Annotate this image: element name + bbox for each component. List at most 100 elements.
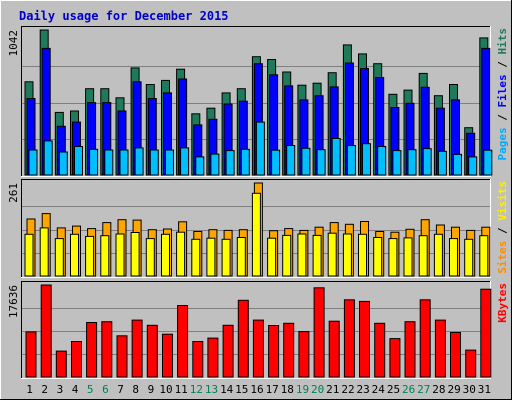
bar-kbytes-day-11 [177, 305, 189, 378]
bar-pages-day-7 [119, 149, 129, 176]
x-tick-label: 17 [266, 383, 279, 396]
bar-sites-day-14 [221, 238, 231, 277]
legend-part: Sites [496, 241, 509, 274]
legend-part: Visits [496, 181, 509, 221]
x-tick-label: 23 [356, 383, 369, 396]
bar-sites-day-30 [464, 238, 474, 277]
x-tick-label: 21 [326, 383, 339, 396]
bar-kbytes-day-28 [434, 319, 446, 378]
bar-sites-day-7 [115, 233, 125, 277]
x-tick-label: 25 [387, 383, 400, 396]
x-tick-label: 12 [190, 383, 203, 396]
x-tick-label: 2 [41, 383, 48, 396]
panel-legend: KBytes [496, 283, 509, 323]
x-tick-label: 24 [372, 383, 386, 396]
bar-sites-day-2 [39, 227, 49, 277]
bar-pages-day-23 [362, 143, 371, 176]
x-tick-label: 9 [148, 383, 155, 396]
bar-kbytes-day-27 [419, 299, 431, 378]
bar-kbytes-day-29 [450, 332, 461, 378]
bar-sites-day-20 [312, 234, 322, 277]
bar-kbytes-day-18 [283, 322, 295, 378]
bar-kbytes-day-6 [101, 321, 113, 378]
panel-max-label: 17636 [7, 285, 20, 318]
bar-kbytes-day-4 [71, 341, 82, 378]
bar-sites-day-19 [297, 233, 307, 277]
bar-pages-day-29 [453, 153, 462, 176]
bar-sites-day-10 [161, 233, 170, 277]
bar-sites-day-21 [327, 232, 337, 277]
bar-sites-day-8 [130, 232, 140, 277]
bar-sites-day-1 [24, 233, 34, 277]
x-tick-label: 26 [402, 383, 415, 396]
bar-kbytes-day-12 [192, 341, 204, 378]
bar-sites-day-27 [418, 235, 428, 277]
bar-pages-day-31 [483, 149, 493, 176]
bar-pages-day-30 [468, 156, 478, 176]
panel-visits-sites: 261 Sites / Visits [7, 179, 509, 278]
bar-kbytes-day-8 [131, 319, 143, 378]
bar-sites-day-29 [449, 238, 458, 277]
x-tick-label: 11 [175, 383, 188, 396]
bar-sites-day-11 [176, 231, 186, 277]
bar-kbytes-day-20 [313, 287, 325, 378]
bar-sites-day-3 [54, 238, 64, 277]
bar-pages-day-22 [346, 145, 356, 176]
bar-sites-day-12 [191, 238, 201, 277]
bar-pages-day-13 [210, 153, 220, 176]
bar-sites-day-23 [358, 233, 367, 277]
bar-pages-day-9 [149, 149, 159, 176]
bar-pages-day-15 [240, 148, 250, 176]
chart-title: Daily usage for December 2015 [19, 9, 229, 23]
bar-kbytes-day-30 [465, 349, 477, 378]
bar-pages-day-17 [271, 149, 281, 176]
x-tick-label: 31 [478, 383, 491, 396]
x-tick-label: 30 [463, 383, 476, 396]
x-tick-label: 14 [220, 383, 234, 396]
bar-pages-day-3 [58, 151, 68, 176]
bar-kbytes-day-7 [116, 335, 128, 378]
bar-sites-day-13 [206, 237, 216, 277]
bar-pages-day-27 [422, 148, 432, 176]
bar-kbytes-day-14 [222, 324, 234, 378]
x-tick-label: 4 [72, 383, 79, 396]
x-tick-label: 29 [447, 383, 460, 396]
bar-sites-day-15 [236, 237, 246, 277]
bar-pages-day-24 [377, 146, 387, 176]
bar-kbytes-day-19 [298, 331, 310, 378]
bar-kbytes-day-31 [480, 288, 492, 378]
bar-sites-day-9 [145, 238, 155, 277]
bar-kbytes-day-15 [237, 299, 249, 378]
x-tick-label: 3 [57, 383, 64, 396]
bar-pages-day-21 [331, 138, 341, 176]
panel-max-label: 1042 [7, 30, 20, 57]
x-tick-label: 19 [296, 383, 309, 396]
panel-max-label: 261 [7, 183, 20, 203]
legend-part: / [496, 221, 509, 241]
legend-part: Files [496, 74, 509, 107]
bar-kbytes-day-13 [207, 337, 219, 378]
bar-sites-day-6 [100, 235, 110, 277]
x-tick-label: 8 [132, 383, 139, 396]
bar-pages-day-2 [43, 140, 53, 176]
panel-legend: Pages / Files / Hits [496, 28, 509, 161]
bar-pages-day-19 [301, 147, 311, 176]
bar-pages-day-28 [437, 150, 447, 176]
bar-kbytes-day-17 [268, 325, 280, 378]
bar-sites-day-18 [282, 234, 292, 277]
legend-part: Pages [496, 127, 509, 160]
bar-sites-day-26 [403, 237, 413, 277]
bar-kbytes-day-24 [374, 322, 386, 378]
bar-kbytes-day-9 [146, 324, 158, 378]
legend-part: / [496, 55, 509, 75]
x-tick-label: 10 [159, 383, 172, 396]
bar-kbytes-day-22 [343, 299, 355, 378]
bar-sites-day-4 [70, 233, 79, 277]
legend-part: KBytes [496, 283, 509, 323]
x-tick-label: 5 [87, 383, 94, 396]
bar-kbytes-day-21 [328, 320, 340, 378]
bar-kbytes-day-10 [162, 333, 173, 378]
bar-pages-day-5 [89, 148, 99, 176]
bar-pages-day-6 [104, 149, 114, 176]
